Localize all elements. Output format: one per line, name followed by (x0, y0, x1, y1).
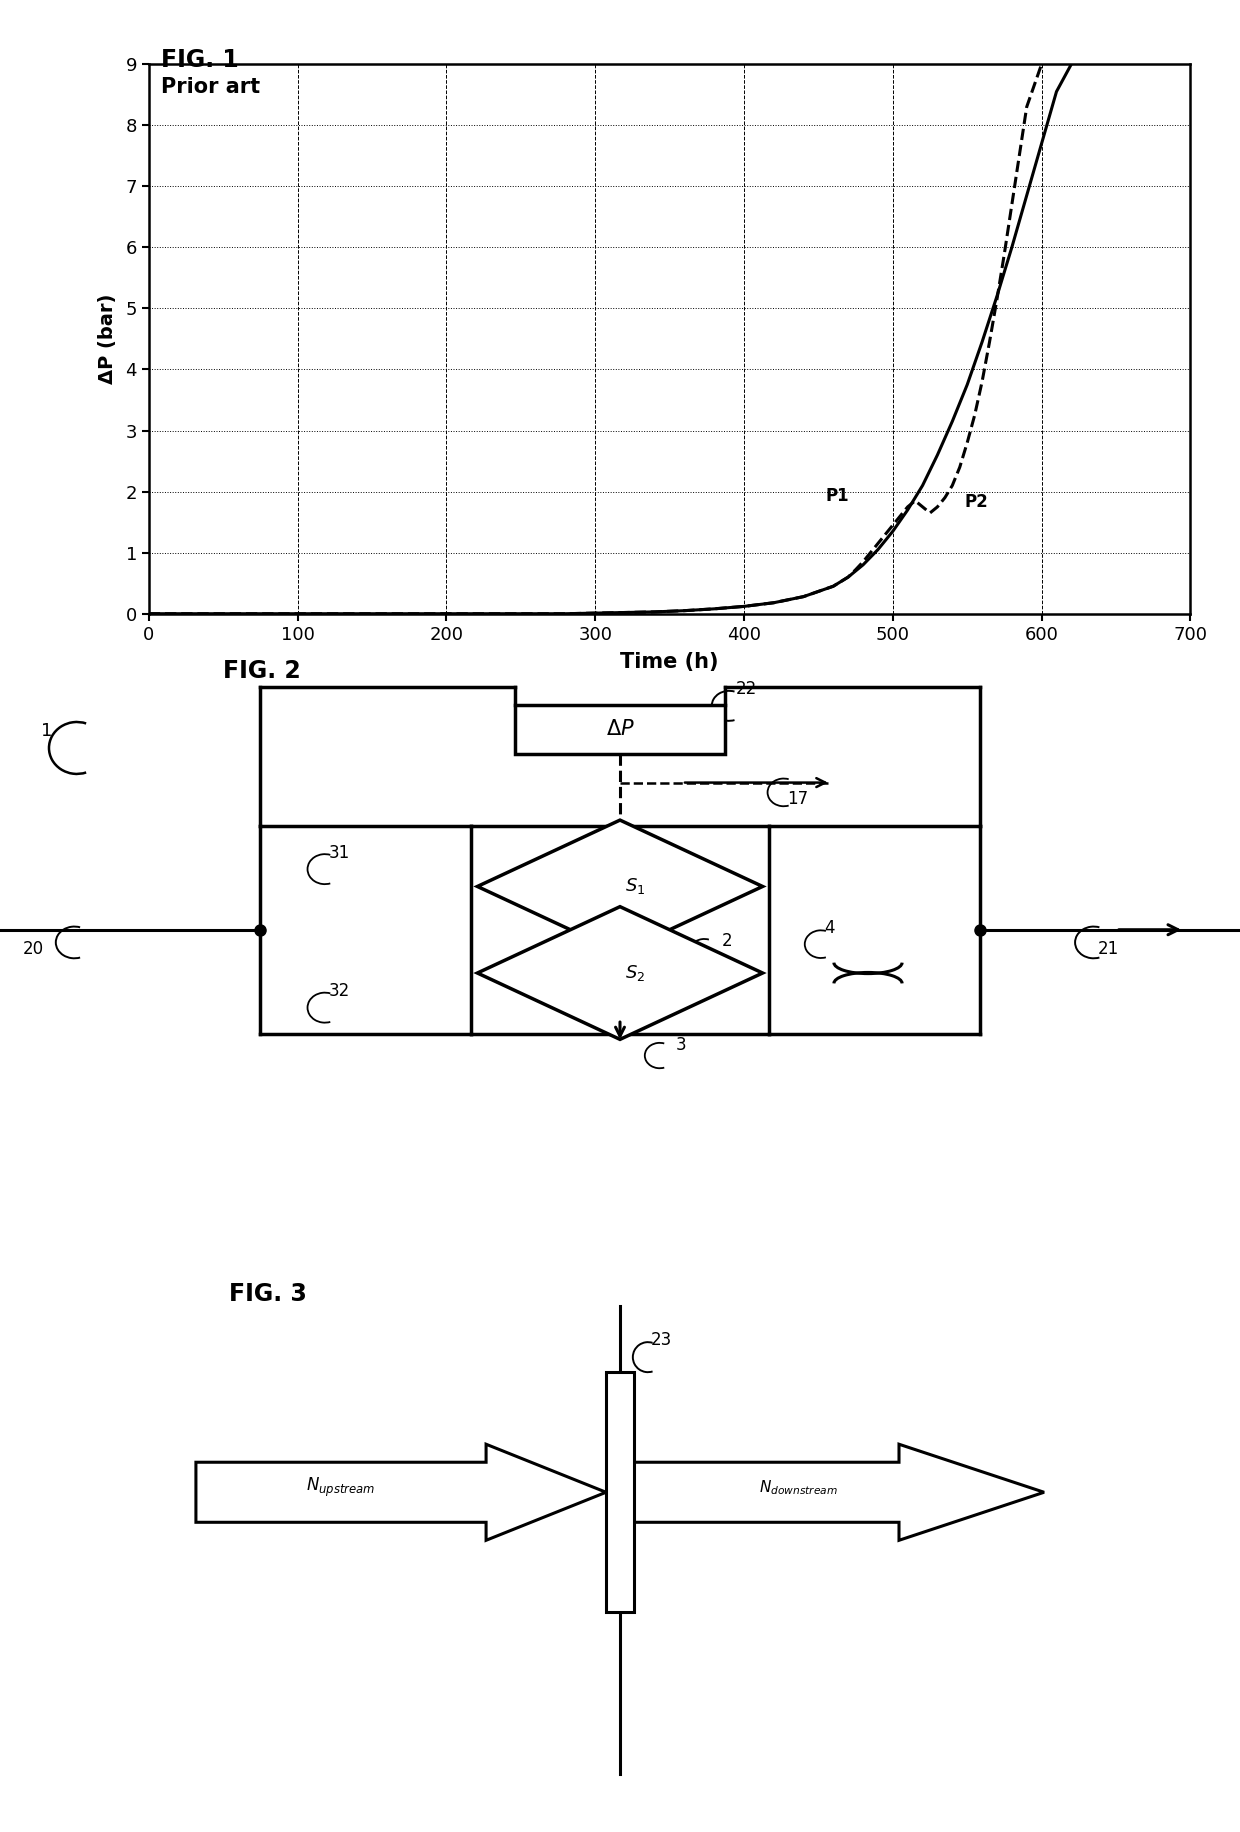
Text: 21: 21 (1097, 940, 1118, 958)
Text: P1: P1 (826, 487, 849, 506)
Polygon shape (477, 907, 763, 1039)
Text: P2: P2 (965, 493, 988, 511)
Text: 3: 3 (676, 1035, 687, 1053)
Text: 32: 32 (329, 982, 350, 1000)
Text: 20: 20 (22, 940, 43, 958)
Polygon shape (196, 1444, 606, 1541)
Bar (515, 705, 725, 753)
Text: $S_1$: $S_1$ (625, 876, 645, 896)
Text: FIG. 1: FIG. 1 (161, 48, 239, 71)
Text: 4: 4 (825, 918, 835, 936)
Polygon shape (477, 821, 763, 953)
Text: FIG. 3: FIG. 3 (229, 1282, 308, 1306)
Text: 31: 31 (329, 843, 350, 861)
Text: $N_{upstream}$: $N_{upstream}$ (306, 1477, 376, 1499)
Bar (606, 1372, 634, 1612)
Polygon shape (634, 1444, 1044, 1541)
Text: FIG. 2: FIG. 2 (223, 658, 301, 683)
Text: Prior art: Prior art (161, 77, 260, 97)
Text: $\Delta P$: $\Delta P$ (605, 720, 635, 738)
Text: 2: 2 (722, 932, 733, 951)
Text: 17: 17 (787, 790, 808, 808)
Text: $N_{downstream}$: $N_{downstream}$ (759, 1478, 838, 1497)
Y-axis label: ΔP (bar): ΔP (bar) (98, 293, 117, 385)
Text: 22: 22 (735, 680, 756, 698)
X-axis label: Time (h): Time (h) (620, 652, 719, 672)
Text: $S_2$: $S_2$ (625, 964, 645, 984)
Text: 23: 23 (651, 1332, 672, 1348)
Text: 1: 1 (41, 722, 53, 740)
